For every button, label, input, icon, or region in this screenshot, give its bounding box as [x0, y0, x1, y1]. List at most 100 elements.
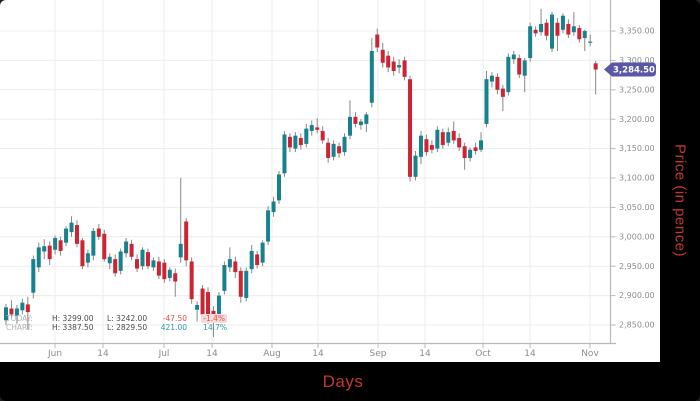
- x-tick-label: Jul: [158, 349, 170, 359]
- candle-body-down: [440, 132, 445, 146]
- candle-body-up: [282, 134, 287, 174]
- candle-body-up: [479, 140, 484, 150]
- y-tick-label: 2,950.00: [619, 262, 655, 271]
- candle-body-down: [173, 273, 178, 282]
- x-tick-label: Nov: [581, 349, 599, 359]
- candle-body-down: [500, 88, 505, 97]
- x-tick-label: Oct: [475, 349, 491, 359]
- legend-chart-label: CHART:: [6, 323, 33, 332]
- legend-chart-percent: 14.7%: [203, 323, 227, 332]
- candle-body-up: [124, 241, 129, 254]
- candle-body-up: [271, 201, 276, 213]
- candle-body-up: [4, 307, 8, 321]
- y-tick-label: 3,200.00: [619, 115, 655, 124]
- candle-body-up: [249, 250, 254, 270]
- candle-body-up: [347, 116, 352, 136]
- candle-body-down: [429, 145, 434, 150]
- candle-body-up: [331, 143, 336, 157]
- candle-body-down: [184, 221, 189, 261]
- candle-body-down: [408, 79, 413, 177]
- candle-body-up: [277, 174, 281, 201]
- candle-body-up: [31, 259, 36, 293]
- candle-body-down: [555, 22, 560, 36]
- candle-body-down: [58, 240, 63, 251]
- chart-panel: 2,850.00 2,900.00 2,950.00 3,000.00 3,050.00…: [0, 0, 660, 362]
- y-tick-label: 3,300.00: [619, 56, 655, 65]
- candle-body-down: [462, 146, 467, 159]
- candle-body-up: [582, 31, 587, 39]
- x-tick-label: 14: [206, 349, 218, 359]
- candle-body-up: [151, 260, 156, 268]
- candle-body-down: [162, 262, 167, 280]
- candle-body-up: [107, 256, 112, 264]
- candle-body-up: [304, 128, 309, 144]
- candle-body-down: [298, 138, 303, 146]
- candle-body-up: [522, 60, 527, 76]
- candle-body-up: [64, 228, 69, 243]
- grid-lines: [0, 0, 611, 344]
- candle-body-up: [216, 295, 221, 318]
- candle-body-up: [435, 129, 440, 149]
- candle-body-down: [326, 142, 331, 159]
- ohlc-legend: TODAY: H: 3299.00 L: 3242.00 -47.50 -1.4…: [6, 314, 227, 332]
- candle-body-down: [238, 270, 243, 297]
- y-tick-label: 3,000.00: [619, 232, 655, 241]
- legend-row-today: TODAY: H: 3299.00 L: 3242.00 -47.50 -1.4…: [6, 314, 227, 323]
- legend-today-label: TODAY:: [6, 314, 33, 323]
- x-tick-label: 14: [524, 349, 536, 359]
- candle-body-down: [96, 228, 101, 237]
- y-tick-label: 2,900.00: [619, 291, 655, 300]
- candle-body-down: [74, 225, 79, 244]
- candle-body-up: [178, 243, 183, 258]
- last-price-badge-shape: [604, 62, 656, 77]
- y-axis-title-strip: Price (in pence): [660, 0, 700, 401]
- x-tick-label: 14: [312, 349, 324, 359]
- candle-body-down: [156, 261, 161, 276]
- legend-today-percent: -1.4%: [201, 314, 227, 323]
- candle-body-up: [118, 251, 123, 271]
- legend-today-high: H: 3299.00: [52, 314, 94, 323]
- candle-body-down: [457, 138, 462, 148]
- candle-body-up: [468, 149, 473, 159]
- candle-body-up: [69, 222, 74, 233]
- candle-body-down: [386, 55, 391, 68]
- candle-body-up: [506, 56, 511, 93]
- candle-body-down: [25, 304, 30, 313]
- candle-body-up: [36, 247, 41, 268]
- y-tick-label: 3,150.00: [619, 144, 655, 153]
- candle-body-down: [320, 130, 325, 141]
- y-tick-label: 2,850.00: [619, 321, 655, 330]
- candle-body-down: [135, 259, 140, 269]
- candle-body-down: [353, 116, 358, 124]
- x-tick-label: Jun: [47, 349, 62, 359]
- candlestick-chart[interactable]: 2,850.00 2,900.00 2,950.00 3,000.00 3,050.00…: [0, 0, 660, 362]
- candle-body-down: [517, 58, 522, 75]
- candle-body-up: [244, 270, 249, 298]
- legend-chart-change: 421.00: [160, 323, 187, 332]
- x-tick-label: Aug: [263, 349, 281, 359]
- candle-body-down: [315, 127, 320, 130]
- candle-body-down: [391, 61, 396, 71]
- last-price-badge-label: 3,284.50: [613, 66, 655, 76]
- candle-body-up: [260, 242, 265, 263]
- candle-body-down: [577, 28, 582, 40]
- candle-body-up: [397, 65, 402, 68]
- legend-row-chart: CHART: H: 3387.50 L: 2829.50 421.00 14.7…: [6, 323, 227, 332]
- candle-body-down: [47, 245, 52, 260]
- candle-body-down: [533, 29, 538, 34]
- candle-body-up: [358, 121, 363, 126]
- candle-body-up: [446, 132, 451, 143]
- candle-body-up: [140, 249, 145, 267]
- legend-today-low: L: 3242.00: [107, 314, 148, 323]
- candle-body-up: [293, 135, 298, 149]
- candle-body-up: [53, 237, 58, 250]
- x-axis-title-strip: Days: [0, 362, 686, 401]
- candle-body-down: [9, 308, 14, 315]
- y-tick-label: 3,100.00: [619, 174, 655, 183]
- y-tick-label: 3,050.00: [619, 203, 655, 212]
- candle-body-up: [369, 50, 374, 103]
- candle-body-up: [560, 15, 565, 30]
- candle-body-down: [113, 259, 118, 274]
- candle-body-down: [566, 23, 571, 35]
